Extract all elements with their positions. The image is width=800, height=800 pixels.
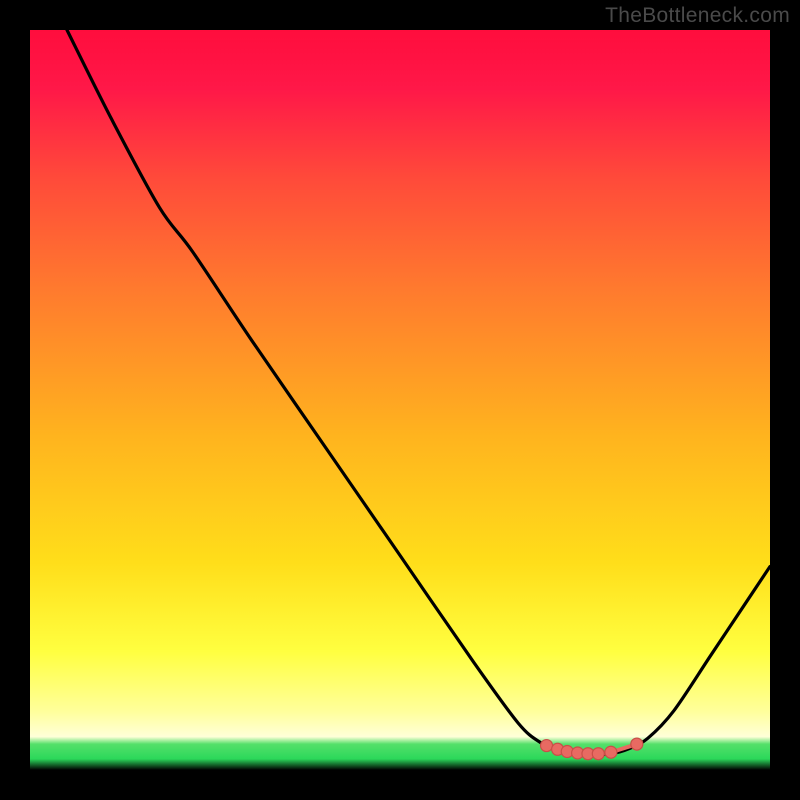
watermark-text: TheBottleneck.com — [605, 4, 790, 28]
marker-dot — [541, 740, 553, 752]
marker-dot — [592, 748, 604, 760]
marker-dot — [631, 738, 643, 750]
chart-plot-area — [30, 30, 770, 770]
chart-svg — [30, 30, 770, 770]
chart-background — [30, 30, 770, 770]
marker-dot — [605, 746, 617, 758]
